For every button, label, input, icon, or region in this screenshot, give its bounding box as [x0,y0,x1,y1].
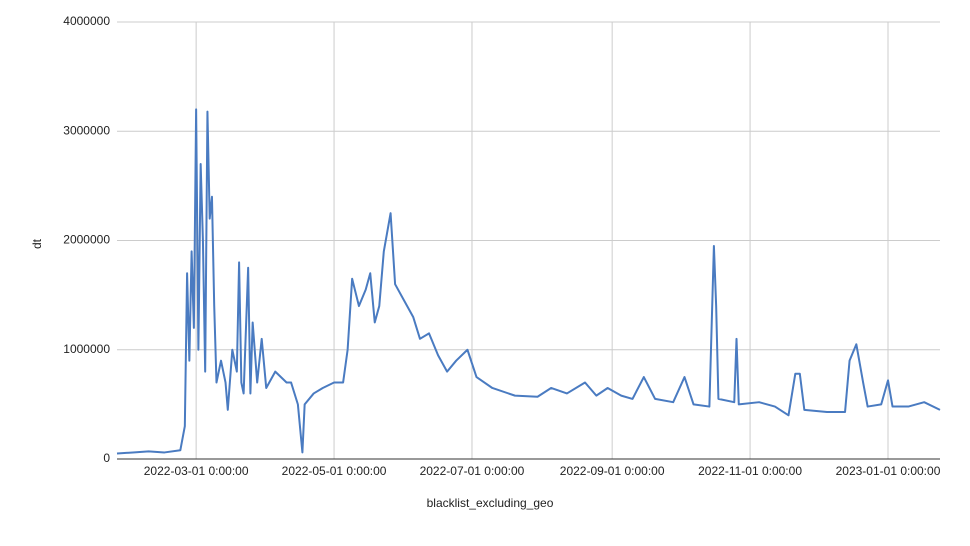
y-axis-title: dt [30,238,44,249]
x-tick-label: 2022-07-01 0:00:00 [420,464,525,478]
y-tick-label: 2000000 [63,233,110,247]
x-tick-label: 2022-05-01 0:00:00 [282,464,387,478]
y-tick-label: 1000000 [63,342,110,356]
x-tick-label: 2022-09-01 0:00:00 [560,464,665,478]
x-tick-label: 2023-01-01 0:00:00 [836,464,941,478]
x-tick-label: 2022-03-01 0:00:00 [144,464,249,478]
y-tick-label: 4000000 [63,14,110,28]
x-axis-title: blacklist_excluding_geo [427,496,554,510]
x-tick-label: 2022-11-01 0:00:00 [698,464,802,478]
y-tick-label: 3000000 [63,123,110,137]
data-line [116,108,941,455]
y-tick-label: 0 [103,451,110,465]
